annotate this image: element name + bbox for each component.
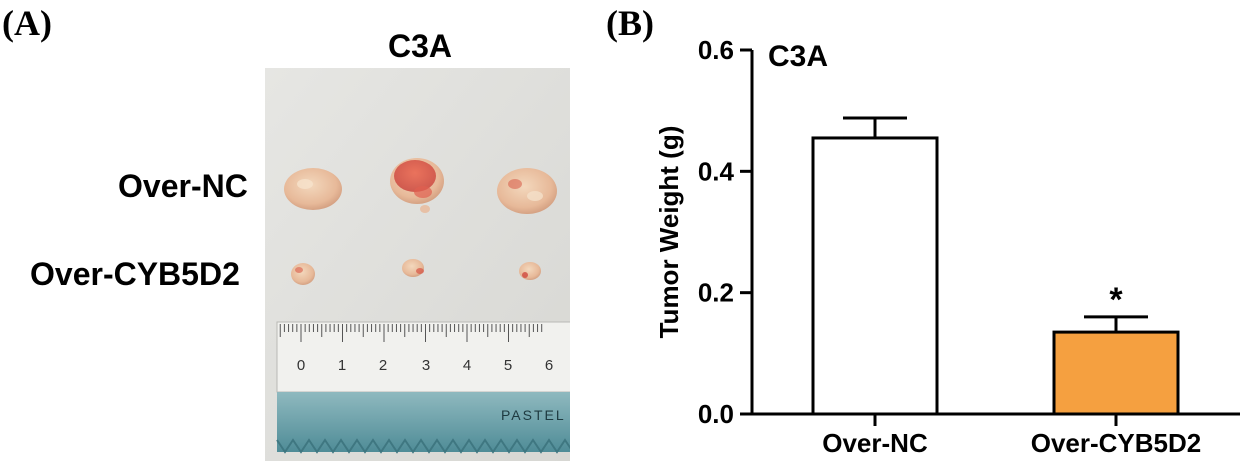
ruler-number-6: 6 [545,357,553,374]
panel-b-label: (B) [606,3,654,43]
bars: * [811,116,1180,416]
ruler-number-5: 5 [504,357,512,374]
ruler-ticks [279,324,543,342]
x-tick-label-0: Over-NC [822,428,928,458]
tumor-cyb-3 [519,262,541,280]
bar-chart: C3A Tumor Weight (g) 0.0 0.2 0.4 0.6 * Over… [640,0,1250,461]
tumor-nc-3 [497,168,557,214]
ruler-number-1: 1 [338,357,346,374]
ruler-number-3: 3 [422,357,430,374]
tumor-cyb-1 [291,263,315,285]
ruler-number-0: 0 [297,357,305,374]
y-tick-label-0: 0.0 [698,399,734,429]
tumor-cyb-2 [402,259,424,277]
ruler: 0 1 2 3 4 5 6 PASTEL [276,321,570,454]
bar-1 [1052,330,1180,416]
chart-title: C3A [768,40,828,73]
tumor-photo: 0 1 2 3 4 5 6 PASTEL [265,68,570,461]
y-tick-label-3: 0.6 [698,35,734,65]
y-tick-label-2: 0.4 [698,156,735,186]
y-ticks: 0.0 0.2 0.4 0.6 [698,35,752,429]
tumor-nc-1 [284,168,342,210]
row-label-over-cyb5d2: Over-CYB5D2 [30,256,240,292]
x-ticks: Over-NC Over-CYB5D2 [822,414,1201,458]
y-axis-label: Tumor Weight (g) [654,126,684,339]
bar-0 [811,136,939,416]
panel-a-label: (A) [2,3,52,43]
y-tick-label-1: 0.2 [698,278,734,308]
x-tick-label-1: Over-CYB5D2 [1031,428,1202,458]
ruler-number-4: 4 [463,357,471,374]
ruler-brand: PASTEL [501,407,566,423]
row-label-over-nc: Over-NC [118,168,248,204]
significance-marker-1: * [1109,281,1123,319]
ruler-number-2: 2 [379,357,387,374]
tumor-nc-2 [390,158,444,213]
photo-title: C3A [388,28,453,64]
